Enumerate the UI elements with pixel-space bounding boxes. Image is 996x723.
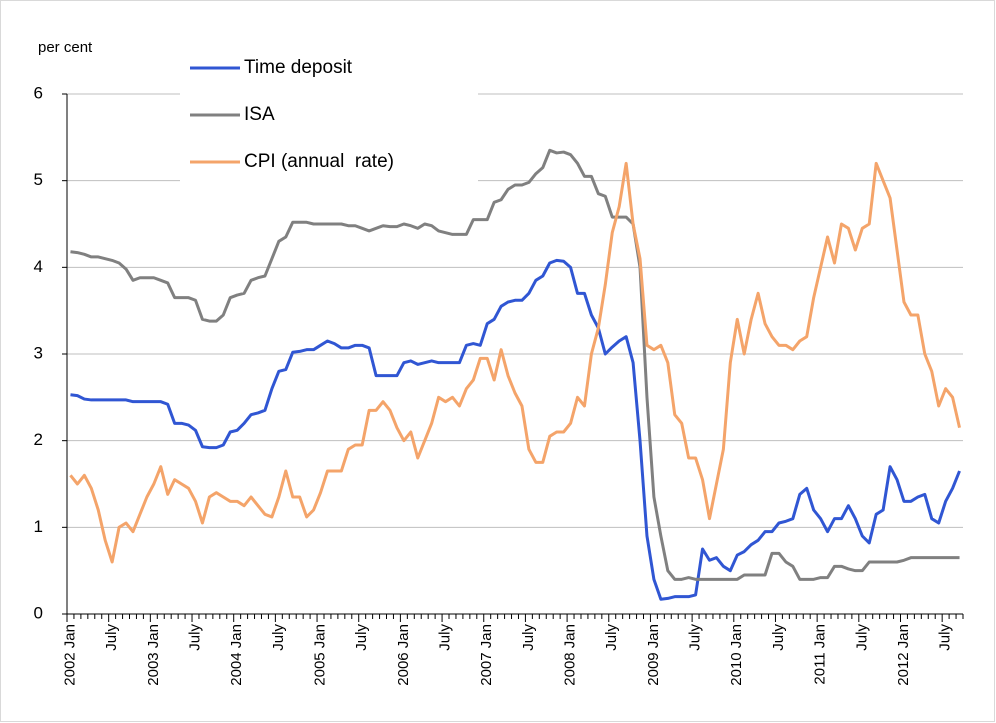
- x-tick-label: July: [353, 624, 370, 651]
- y-tick-label: 6: [34, 83, 43, 102]
- x-tick-label: July: [103, 624, 120, 651]
- x-tick-label: July: [270, 624, 287, 651]
- x-tick-label: 2003 Jan: [145, 624, 162, 686]
- legend-label: CPI (annual rate): [244, 151, 394, 172]
- y-tick-label: 3: [34, 343, 43, 362]
- legend-label: ISA: [244, 104, 275, 125]
- x-tick-label: July: [853, 624, 870, 651]
- x-tick-label: July: [770, 624, 787, 651]
- series-line: [70, 258, 961, 601]
- x-tick-label: July: [937, 624, 954, 651]
- x-tick-label: 2002 Jan: [61, 624, 78, 686]
- x-tick-label: 2005 Jan: [311, 624, 328, 686]
- series-line: [70, 148, 960, 581]
- series-line: [69, 161, 961, 564]
- x-tick-label: July: [687, 624, 704, 651]
- y-tick-label: 1: [34, 517, 43, 536]
- y-tick-label: 0: [34, 603, 43, 622]
- legend-label: Time deposit: [244, 57, 353, 78]
- x-tick-label: July: [437, 624, 454, 651]
- x-tick-label: 2011 Jan: [812, 624, 829, 685]
- x-tick-label: 2012 Jan: [895, 624, 912, 686]
- y-axis-label: per cent: [38, 39, 93, 56]
- x-tick-label: July: [603, 624, 620, 651]
- y-tick-label: 5: [34, 170, 43, 189]
- x-tick-label: 2009 Jan: [645, 624, 662, 686]
- y-tick-label: 4: [34, 257, 43, 276]
- x-tick-label: 2010 Jan: [728, 624, 745, 686]
- x-tick-label: 2004 Jan: [228, 624, 245, 686]
- y-tick-label: 2: [34, 430, 43, 449]
- x-tick-label: 2006 Jan: [395, 624, 412, 686]
- x-tick-label: July: [520, 624, 537, 651]
- x-tick-label: 2008 Jan: [562, 624, 579, 686]
- x-tick-label: 2007 Jan: [478, 624, 495, 686]
- x-tick-label: July: [186, 624, 203, 651]
